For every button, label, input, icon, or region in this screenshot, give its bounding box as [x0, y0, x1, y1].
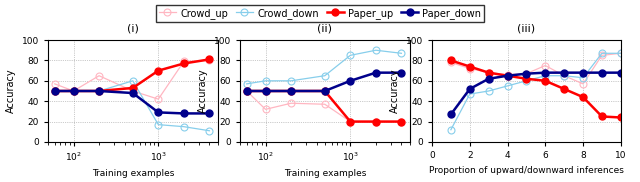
Y-axis label: Accuracy: Accuracy	[390, 69, 400, 113]
X-axis label: Training examples: Training examples	[92, 169, 174, 178]
Y-axis label: Accuracy: Accuracy	[6, 69, 16, 113]
Title: (ii): (ii)	[317, 24, 332, 34]
Title: (iii): (iii)	[517, 24, 536, 34]
X-axis label: Training examples: Training examples	[284, 169, 366, 178]
Legend: Crowd_up, Crowd_down, Paper_up, Paper_down: Crowd_up, Crowd_down, Paper_up, Paper_do…	[156, 5, 484, 22]
X-axis label: Proportion of upward/downward inferences: Proportion of upward/downward inferences	[429, 166, 624, 175]
Y-axis label: Accuracy: Accuracy	[198, 69, 208, 113]
Title: (i): (i)	[127, 24, 139, 34]
